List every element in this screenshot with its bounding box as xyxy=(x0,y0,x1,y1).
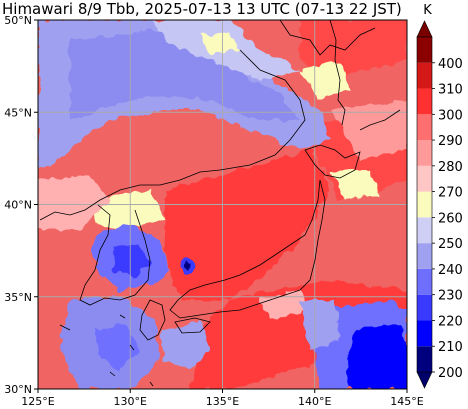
colorbar-segment-5 xyxy=(417,217,432,244)
warm-cloud-patch-3 xyxy=(330,170,380,200)
lat-tick-label-2: 40°N xyxy=(4,199,32,212)
colorbar-label-7: 270 xyxy=(438,186,463,201)
colorbar-segment-11 xyxy=(417,62,432,89)
colorbar-segment-1 xyxy=(417,320,432,347)
colorbar: 200 210 220 230 240 250 260 270 280 290 300 310 400 K xyxy=(416,3,463,389)
cloud-band-north-inner xyxy=(70,30,300,120)
coastline-islands xyxy=(59,314,154,387)
colorbar-label-6: 260 xyxy=(438,211,463,226)
coastline-kurils xyxy=(359,109,401,131)
colorbar-label-1: 210 xyxy=(438,340,463,355)
colorbar-label-11: 310 xyxy=(438,83,463,98)
colorbar-unit: K xyxy=(423,3,432,18)
colorbar-label-0: 200 xyxy=(438,366,463,381)
map-title: Himawari 8/9 Tbb, 2025-07-13 13 UTC (07-… xyxy=(2,0,402,18)
colorbar-segment-3 xyxy=(417,268,432,295)
coastline-asia-mainland xyxy=(39,49,306,221)
colorbar-label-10: 300 xyxy=(438,108,463,123)
colorbar-segment-12 xyxy=(417,37,432,63)
coastline-honshu xyxy=(169,179,326,319)
pink-region-2 xyxy=(330,100,407,160)
pink-region-3 xyxy=(260,290,310,320)
cold-cloud-southeast-edge xyxy=(300,300,340,350)
colorbar-segment-0 xyxy=(417,346,432,372)
lon-tick-label-1: 130°E xyxy=(114,395,147,408)
colorbar-label-9: 290 xyxy=(438,134,463,149)
colorbar-segment-9 xyxy=(417,114,432,141)
warm-cloud-patch-4 xyxy=(200,32,238,55)
lon-tick-label-4: 145°E xyxy=(390,395,423,408)
cold-cloud-korea-core xyxy=(112,244,150,278)
coastline-shikoku xyxy=(174,317,211,334)
colorbar-label-8: 280 xyxy=(438,160,463,175)
cold-cloud-southwest-core xyxy=(95,325,140,370)
colorbar-segment-8 xyxy=(417,140,432,166)
pink-region-1 xyxy=(38,175,110,230)
lat-tick-label-1: 35°N xyxy=(4,291,32,304)
coastline-korea xyxy=(79,204,151,306)
lon-tick-label-3: 140°E xyxy=(298,395,331,408)
colorbar-segment-7 xyxy=(417,165,432,192)
coastline-hokkaido xyxy=(304,144,361,179)
colorbar-label-4: 240 xyxy=(438,263,463,278)
coastline-north xyxy=(279,20,376,56)
lat-tick-label-4: 50°N xyxy=(4,14,32,27)
colorbar-segment-10 xyxy=(417,88,432,115)
lat-tick-label-0: 30°N xyxy=(4,383,32,396)
coastlines xyxy=(39,20,401,387)
lat-tick-label-3: 45°N xyxy=(4,106,32,119)
colorbar-segment-2 xyxy=(417,294,432,321)
colorbar-segment-4 xyxy=(417,243,432,269)
lon-tick-label-2: 135°E xyxy=(206,395,239,408)
colorbar-label-3: 230 xyxy=(438,289,463,304)
cold-cloud-southeast-core xyxy=(345,325,407,389)
colorbar-extend-under xyxy=(416,371,433,389)
colorbar-label-12: 400 xyxy=(438,57,463,72)
colorbar-extend-over xyxy=(416,20,433,38)
colorbar-frame xyxy=(416,36,433,373)
warm-region-sea-of-japan xyxy=(165,150,330,300)
coastline-kyushu xyxy=(139,299,166,341)
colorbar-segment-6 xyxy=(417,191,432,218)
colorbar-label-5: 250 xyxy=(438,237,463,252)
lon-tick-label-0: 125°E xyxy=(21,395,54,408)
coastline-sakhalin xyxy=(329,20,346,126)
axis-ticks: 125°E 130°E 135°E 140°E 145°E 30°N 35°N 40°N 45°… xyxy=(4,14,424,408)
colorbar-label-2: 220 xyxy=(438,314,463,329)
